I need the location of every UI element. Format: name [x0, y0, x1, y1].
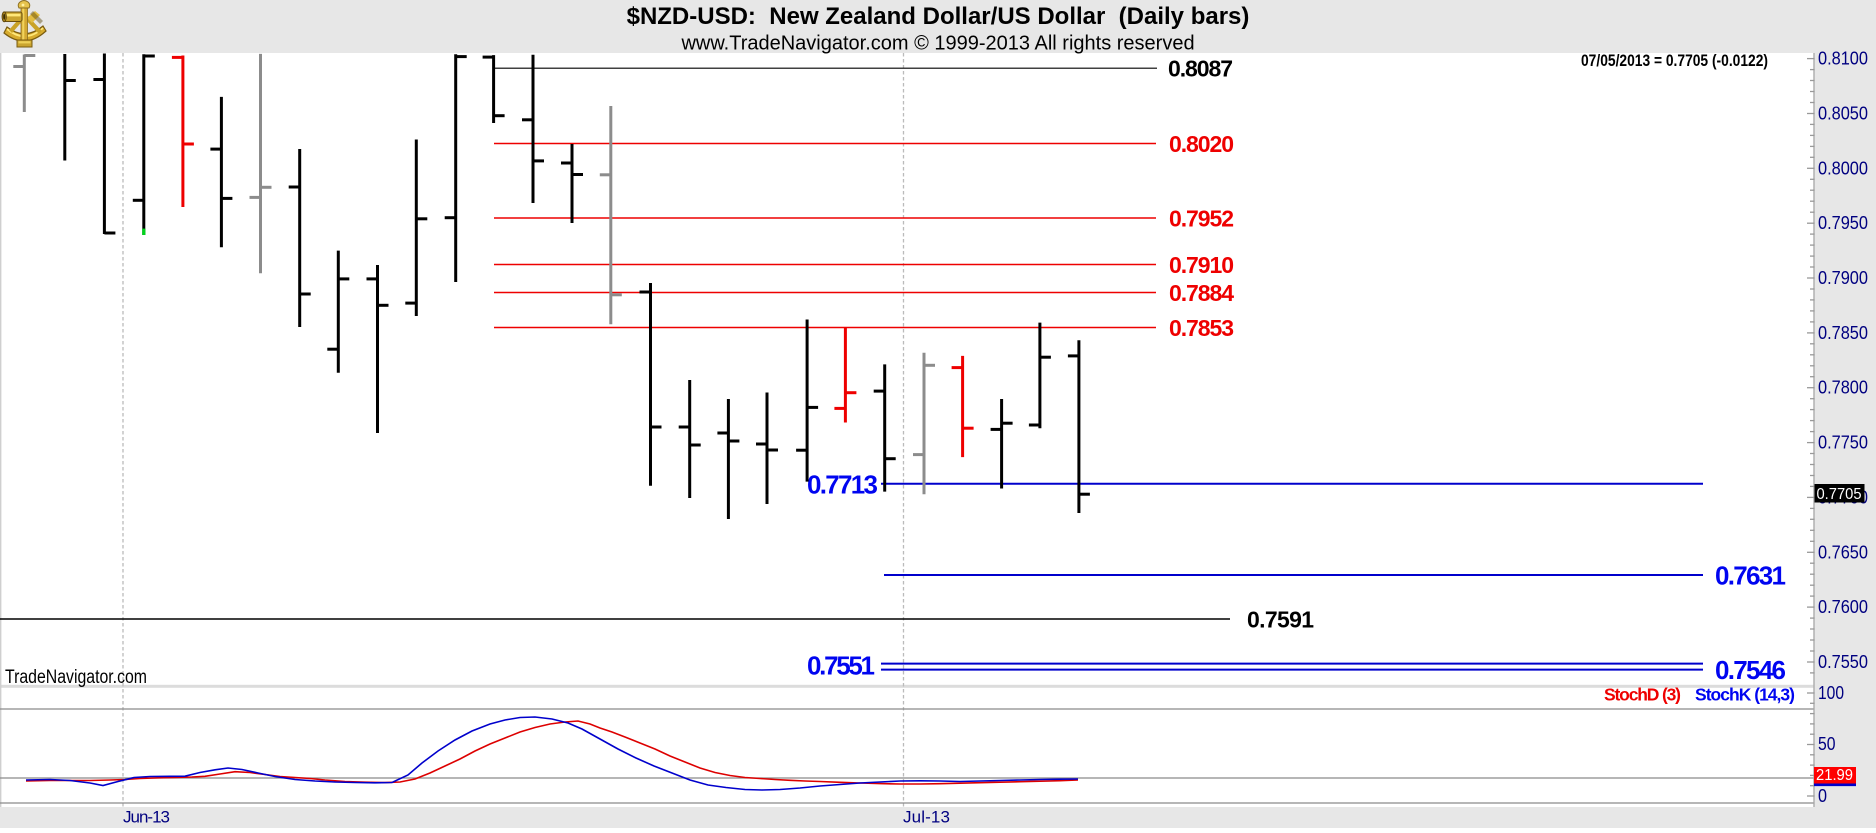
svg-text:0.7800: 0.7800: [1818, 378, 1868, 398]
svg-text:0.7550: 0.7550: [1818, 652, 1868, 672]
svg-text:0.8020: 0.8020: [1169, 131, 1234, 157]
svg-text:0.7591: 0.7591: [1247, 607, 1314, 633]
svg-text:StochK (14,3): StochK (14,3): [1695, 685, 1795, 705]
svg-text:Jun-13: Jun-13: [123, 808, 170, 827]
svg-text:0.7910: 0.7910: [1169, 252, 1234, 278]
svg-text:0.7631: 0.7631: [1715, 561, 1786, 591]
svg-text:TradeNavigator.com: TradeNavigator.com: [5, 667, 147, 688]
svg-text:0.8050: 0.8050: [1818, 104, 1868, 124]
svg-text:100: 100: [1818, 683, 1844, 703]
svg-text:0.7600: 0.7600: [1818, 597, 1868, 617]
svg-text:0.7750: 0.7750: [1818, 433, 1868, 453]
svg-text:07/05/2013 = 0.7705 (-0.0122): 07/05/2013 = 0.7705 (-0.0122): [1581, 52, 1768, 70]
svg-text:0.7853: 0.7853: [1169, 315, 1234, 341]
svg-text:0.8100: 0.8100: [1818, 49, 1868, 69]
svg-text:0.7884: 0.7884: [1169, 280, 1234, 306]
svg-text:$NZD-USD: New Zealand Dollar/: $NZD-USD: New Zealand Dollar/US Dollar (…: [627, 3, 1250, 30]
svg-text:0.7850: 0.7850: [1818, 323, 1868, 343]
svg-text:21.99: 21.99: [1816, 767, 1853, 784]
svg-text:0.7900: 0.7900: [1818, 268, 1868, 288]
svg-text:0.7950: 0.7950: [1818, 213, 1868, 233]
svg-text:0.7705: 0.7705: [1817, 486, 1862, 503]
svg-text:0.8000: 0.8000: [1818, 158, 1868, 178]
svg-text:0.7546: 0.7546: [1715, 655, 1786, 685]
svg-text:Jul-13: Jul-13: [903, 808, 950, 827]
svg-text:0: 0: [1818, 786, 1827, 806]
svg-text:0.7713: 0.7713: [807, 470, 878, 500]
svg-text:0.7551: 0.7551: [807, 650, 875, 680]
svg-text:0.8087: 0.8087: [1168, 56, 1233, 82]
svg-text:www.TradeNavigator.com © 1999-: www.TradeNavigator.com © 1999-2013 All r…: [680, 33, 1194, 55]
svg-text:0.7952: 0.7952: [1169, 206, 1234, 232]
svg-text:50: 50: [1818, 734, 1836, 754]
svg-text:StochD (3): StochD (3): [1604, 685, 1681, 705]
svg-text:0.7650: 0.7650: [1818, 542, 1868, 562]
